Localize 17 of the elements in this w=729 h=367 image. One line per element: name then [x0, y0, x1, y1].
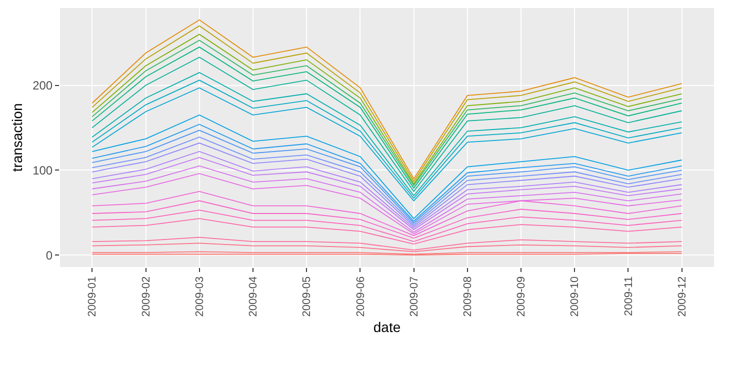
- y-axis-title: transaction: [9, 103, 25, 172]
- y-tick-label: 0: [46, 248, 53, 262]
- x-tick-label: 2009-10: [569, 276, 582, 317]
- x-tick-label: 2009-11: [622, 276, 635, 316]
- x-tick-label: 2009-06: [354, 276, 367, 317]
- x-tick-label: 2009-08: [462, 276, 474, 317]
- x-tick-label: 2009-09: [516, 276, 528, 317]
- x-tick-label: 2009-07: [408, 276, 420, 317]
- x-tick-label: 2009-12: [676, 276, 688, 317]
- x-tick-label: 2009-01: [86, 276, 99, 317]
- x-tick-label: 2009-03: [194, 276, 206, 317]
- y-tick-label: 200: [32, 78, 53, 92]
- x-tick-label: 2009-05: [301, 276, 314, 317]
- y-tick-label: 100: [32, 163, 53, 178]
- x-axis-title: date: [373, 319, 401, 336]
- x-tick-label: 2009-04: [248, 276, 260, 317]
- x-tick-label: 2009-02: [140, 276, 152, 317]
